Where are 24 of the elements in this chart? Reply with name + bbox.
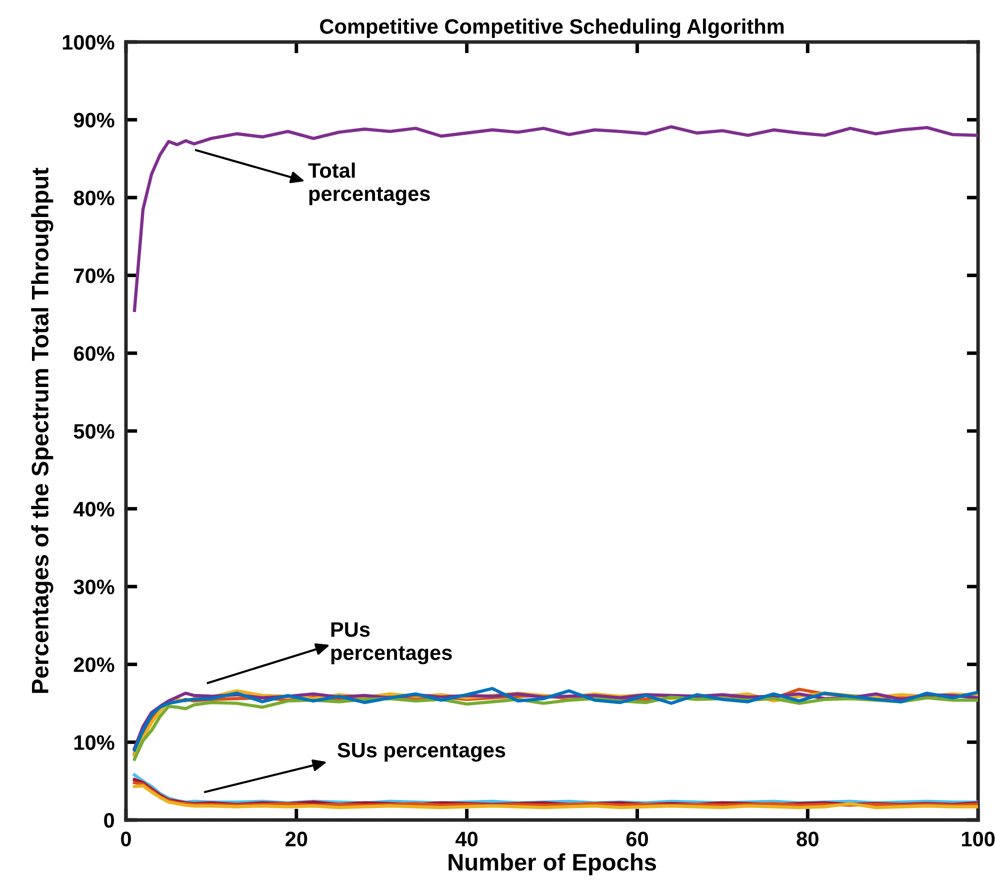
y-tick-label: 0 — [104, 812, 114, 828]
x-axis-title: Number of Epochs — [448, 853, 656, 876]
y-tick-label: 70% — [74, 268, 114, 284]
y-tick-label: 80% — [74, 190, 114, 206]
x-tick-label: 80 — [796, 832, 818, 846]
y-tick-label: 30% — [74, 580, 114, 594]
y-tick-label: 90% — [74, 112, 114, 128]
y-tick-label: 60% — [74, 346, 114, 361]
y-tick-label: 100% — [62, 34, 114, 50]
y-axis-title: Percentages of the Spectrum Total Throughput — [31, 168, 54, 693]
annotation: PUs percentages — [331, 622, 452, 664]
y-tick-label: 40% — [73, 502, 114, 517]
x-tick-label: 20 — [286, 832, 308, 846]
annotation: Total percentages — [308, 162, 430, 206]
y-tick-label: 50% — [74, 424, 114, 439]
y-tick-label: 20% — [74, 657, 114, 672]
annotation: SUs percentages — [338, 742, 506, 762]
x-tick-label: 0 — [121, 832, 131, 846]
x-tick-label: 40 — [456, 832, 478, 846]
x-tick-label: 60 — [626, 832, 648, 846]
line-series — [132, 125, 978, 312]
y-tick-label: 10% — [74, 735, 114, 750]
x-tick-label: 100 — [962, 832, 995, 846]
chart-title: Competitive Competitive Scheduling Algorithm — [320, 18, 784, 38]
